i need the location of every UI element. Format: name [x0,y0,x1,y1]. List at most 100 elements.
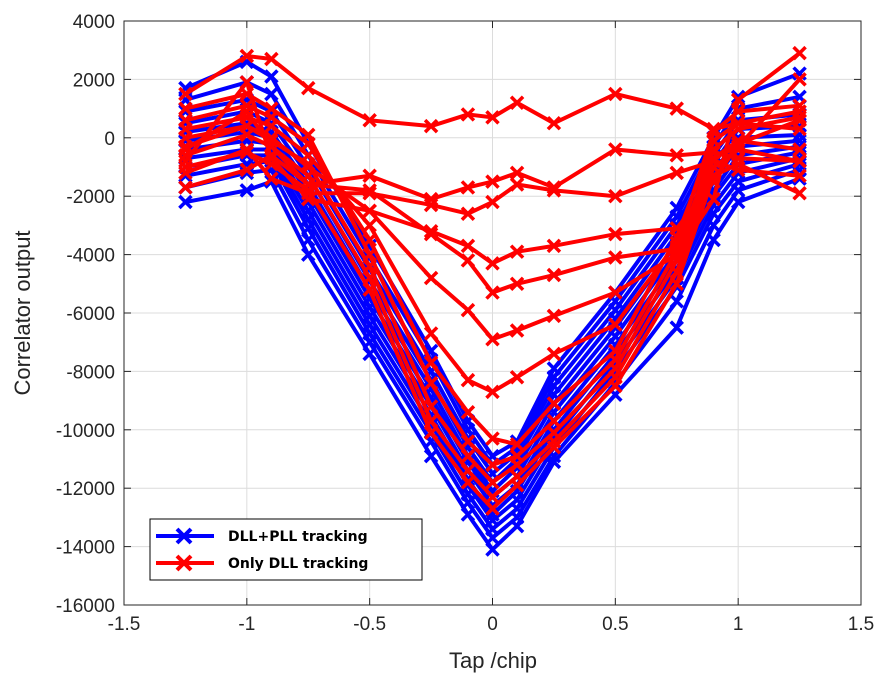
data-point-marker [362,218,377,233]
y-axis-label: Correlator output [10,230,35,395]
y-tick-label: -8000 [66,362,115,383]
data-point-marker [546,413,562,429]
data-point-marker [792,72,807,87]
x-axis-label: Tap /chip [449,648,537,673]
data-point-marker [608,317,623,332]
data-point-marker [264,171,279,186]
series-layer [178,45,807,557]
data-point-marker [301,80,316,96]
data-point-marker [485,285,500,300]
data-point-marker [460,448,476,464]
data-point-marker [730,142,746,157]
data-point-marker [301,183,316,198]
data-point-marker [423,118,439,134]
legend-label-dll-only: Only DLL tracking [228,556,368,572]
data-point-marker [669,101,684,116]
data-point-marker [460,434,476,449]
legend-marker-dll-only [175,554,193,572]
data-point-marker [423,425,439,440]
data-point-marker [509,437,525,452]
data-point-marker [485,332,500,347]
y-tick-label: -6000 [66,304,115,325]
legend: DLL+PLL tracking Only DLL tracking [149,518,423,581]
data-point-marker [792,45,807,61]
y-tick-label: -10000 [56,421,115,442]
data-point-marker [546,440,562,455]
data-point-marker [460,253,476,268]
data-point-marker [460,107,476,122]
data-point-marker [546,183,562,198]
data-point-marker [792,142,807,157]
data-point-marker [178,86,193,102]
data-point-marker [239,127,255,143]
x-tick-label: -1.5 [108,614,141,635]
data-point-marker [239,48,255,64]
x-tick-label: -1 [238,614,255,635]
data-point-marker [608,378,623,394]
axis-ticks: -1.5 -1 -0.5 0 0.5 1 1.5 -16000 -14000 -12000 -100… [56,12,874,635]
y-tick-label: -14000 [56,538,115,559]
data-point-marker [460,206,476,221]
data-point-marker [178,180,193,195]
y-tick-label: 4000 [73,12,115,33]
data-point-marker [423,375,439,391]
y-tick-label: 2000 [73,70,115,91]
data-point-marker [485,501,500,516]
legend-marker-dll-pll [175,527,193,545]
data-point-marker [362,183,377,198]
data-point-marker [730,104,746,119]
data-point-marker [178,113,193,128]
series-dll-only [178,45,807,516]
data-point-marker [730,156,746,172]
data-point-marker [485,489,500,505]
data-point-marker [301,127,316,143]
data-point-marker [669,165,684,181]
data-point-marker [669,320,684,335]
data-point-marker [608,226,623,242]
data-point-marker [460,238,476,254]
data-point-marker [792,110,807,125]
data-point-marker [460,372,476,388]
data-point-marker [509,165,525,181]
data-point-marker [546,115,562,131]
data-point-marker [423,355,439,370]
data-point-marker [509,276,525,292]
data-point-marker [239,183,255,198]
data-point-marker [423,270,439,286]
data-point-marker [509,244,525,259]
x-tick-label: 1.5 [848,614,874,635]
y-tick-label: -12000 [56,479,115,500]
data-point-marker [730,121,746,137]
data-point-marker [239,162,255,178]
data-point-marker [460,405,476,420]
data-point-marker [509,177,525,192]
data-point-marker [509,370,525,385]
data-point-marker [730,89,746,105]
data-point-marker [509,95,525,110]
data-point-marker [792,186,807,201]
data-point-marker [362,282,377,297]
data-point-marker [509,478,525,493]
data-point-marker [546,396,562,411]
data-point-marker [546,238,562,254]
data-point-marker [546,346,562,362]
data-point-marker [730,92,746,108]
data-point-marker [669,276,684,292]
data-point-marker [362,113,377,128]
data-point-marker [301,156,316,172]
data-point-marker [178,159,193,175]
data-point-marker [423,448,439,464]
data-point-marker [485,256,500,271]
data-point-marker [608,285,623,300]
data-point-marker [485,384,500,400]
data-point-marker [178,148,193,163]
data-point-marker [301,247,316,262]
data-point-marker [608,250,623,265]
data-point-marker [669,148,684,163]
data-point-marker [485,457,500,473]
data-point-marker [608,86,623,102]
legend-label-dll-pll: DLL+PLL tracking [228,529,368,545]
data-point-marker [485,542,500,557]
data-point-marker [669,294,684,309]
data-point-marker [264,139,279,154]
